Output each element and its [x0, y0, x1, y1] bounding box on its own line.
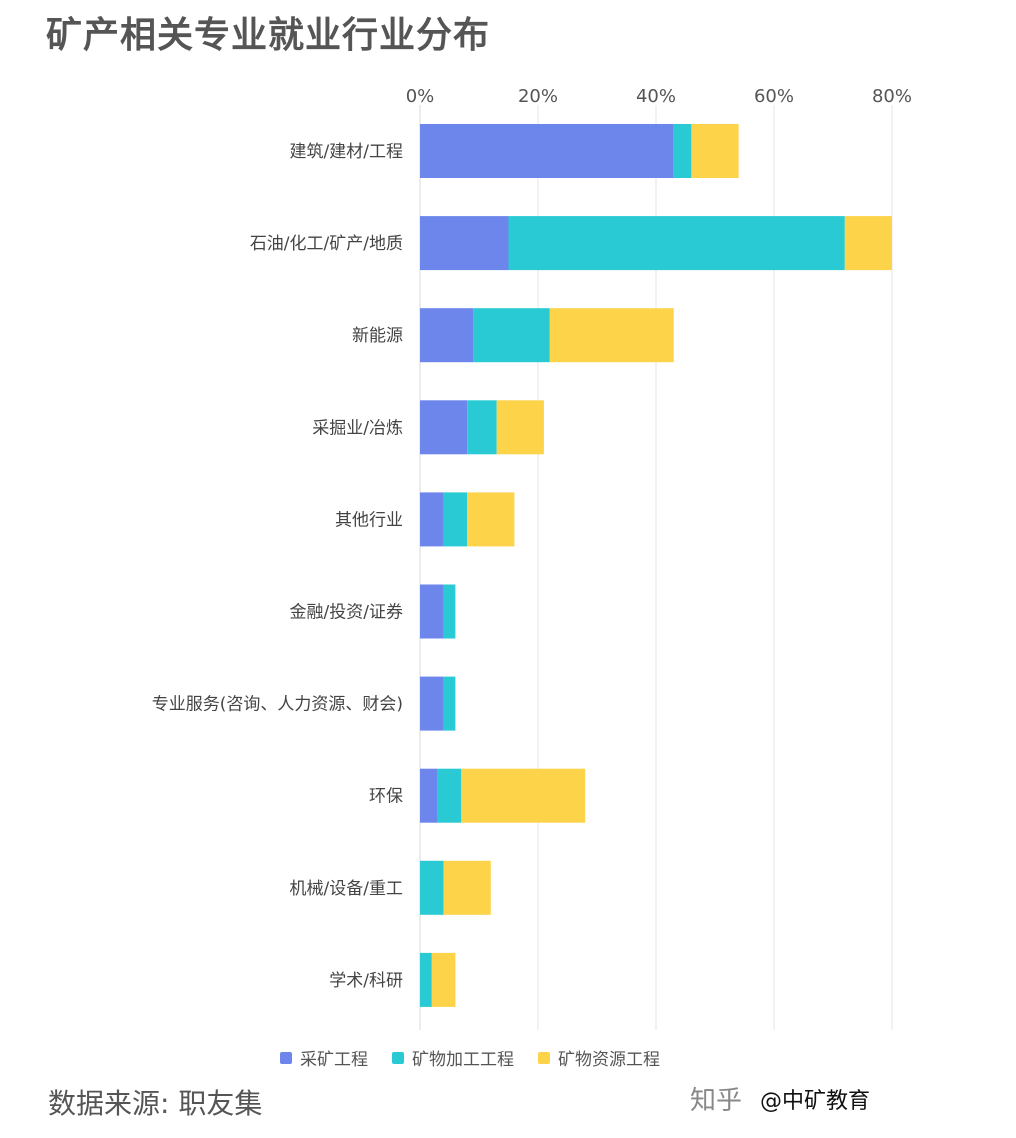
bar-segment [443, 676, 456, 731]
bar-segment [420, 952, 432, 1007]
legend-label: 采矿工程 [300, 1050, 368, 1070]
legend-item: 采矿工程 [280, 1045, 368, 1070]
category-label: 其他行业 [335, 510, 403, 530]
legend-label: 矿物加工工程 [412, 1050, 514, 1070]
bar-segment [549, 308, 674, 363]
bar-segment [443, 492, 468, 547]
bar-segment [691, 124, 739, 178]
bar-segment [420, 400, 468, 455]
category-label: 学术/科研 [329, 971, 403, 991]
watermark: 知乎 @中矿教育 [690, 1080, 870, 1117]
bar-segment [420, 768, 438, 823]
legend-item: 矿物加工工程 [392, 1045, 514, 1070]
legend-swatch [280, 1051, 292, 1064]
bar-segment [508, 216, 845, 271]
bar-chart: 0% 20% 40% 60% 80% 建筑/建材/工程石油/化工/矿产/地质新能源采掘业… [152, 86, 912, 1030]
category-label: 新能源 [352, 326, 403, 346]
x-tick-label: 0% [406, 86, 435, 107]
legend-item: 矿物资源工程 [538, 1045, 660, 1070]
x-tick-label: 60% [754, 86, 794, 107]
bar-segment [467, 492, 515, 547]
legend-swatch [392, 1051, 404, 1064]
legend-swatch [538, 1051, 550, 1064]
bar-segment [467, 400, 497, 455]
x-tick-label: 20% [518, 86, 558, 107]
bar-segment [473, 308, 550, 363]
watermark-handle: @中矿教育 [760, 1088, 871, 1114]
category-label: 金融/投资/证券 [290, 603, 403, 623]
bar-segment [461, 768, 586, 823]
bar-segment [443, 584, 456, 639]
bar-segment [420, 308, 474, 363]
x-tick-label: 40% [636, 86, 676, 107]
bar-segment [420, 492, 444, 547]
bar-segment [420, 124, 674, 178]
bar-segment [420, 216, 509, 271]
x-tick-label: 80% [872, 86, 912, 107]
bar-segment [437, 768, 462, 823]
bar-segment [420, 676, 444, 731]
category-label: 建筑/建材/工程 [290, 142, 403, 162]
category-label: 石油/化工/矿产/地质 [250, 234, 403, 254]
bar-segment [420, 584, 444, 639]
bar-segment [844, 216, 892, 271]
chart-title: 矿产相关专业就业行业分布 [46, 15, 491, 56]
chart-legend: 采矿工程 矿物加工工程 矿物资源工程 [280, 1045, 660, 1070]
watermark-site: 知乎 [690, 1086, 743, 1116]
data-source: 数据来源: 职友集 [48, 1087, 263, 1120]
legend-label: 矿物资源工程 [558, 1050, 660, 1070]
bar-segment [673, 124, 692, 178]
bar-segment [420, 860, 444, 915]
bar-segment [431, 952, 456, 1007]
category-label: 环保 [369, 787, 403, 807]
bar-segment [496, 400, 544, 455]
category-label: 专业服务(咨询、人力资源、财会) [152, 695, 403, 715]
bar-segment [443, 860, 491, 915]
category-label: 采掘业/冶炼 [312, 418, 403, 438]
category-label: 机械/设备/重工 [290, 879, 403, 899]
